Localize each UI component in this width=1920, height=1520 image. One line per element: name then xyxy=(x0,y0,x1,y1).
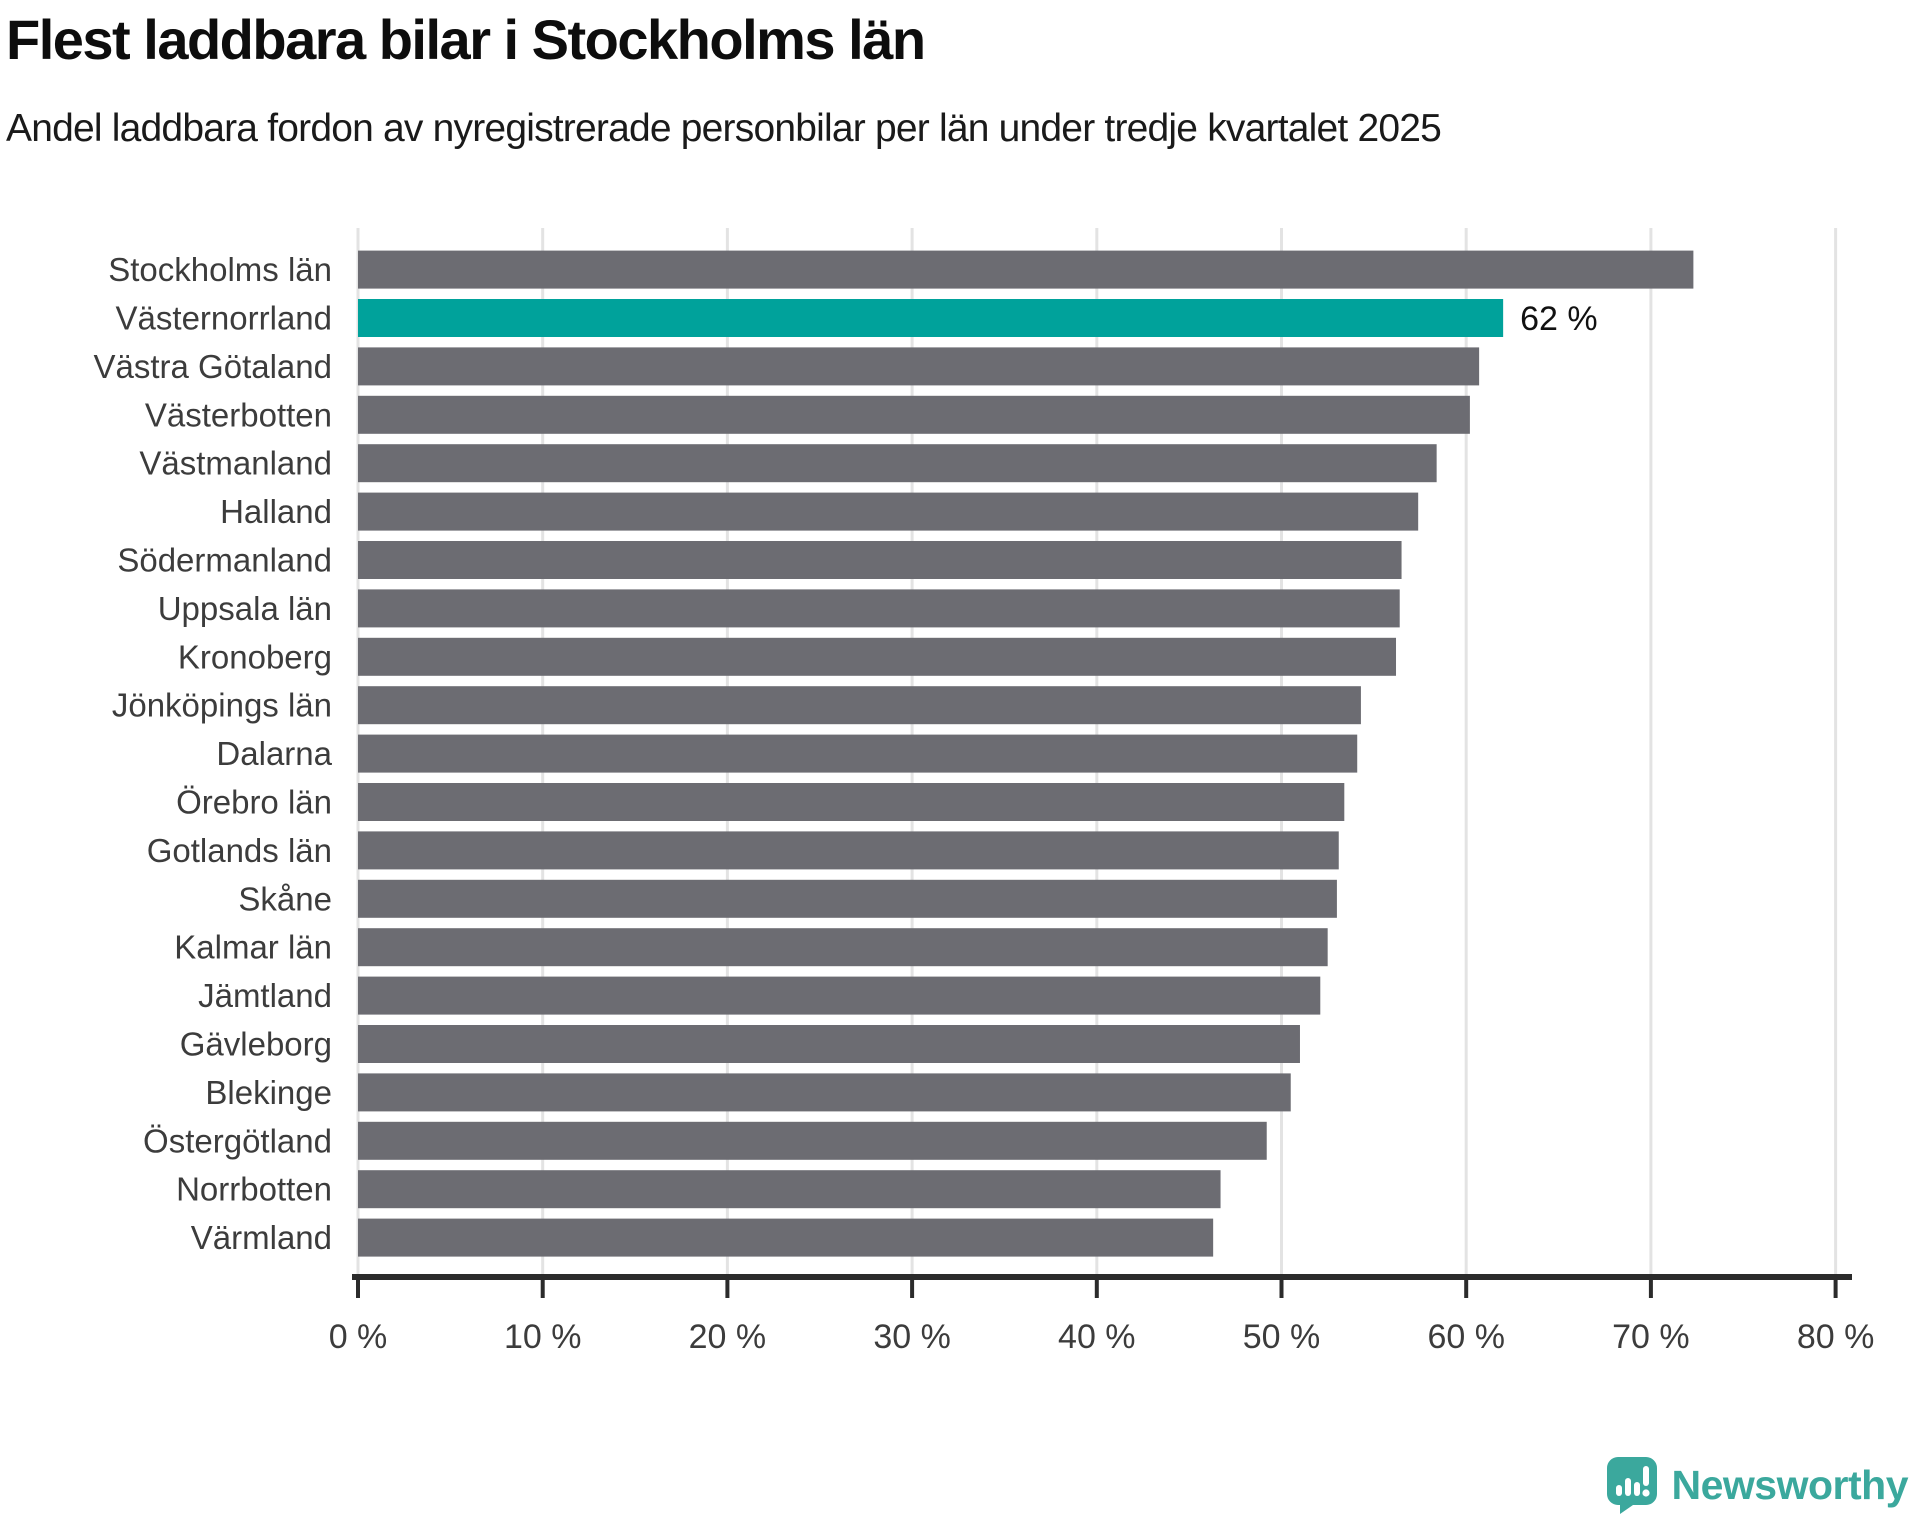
bar xyxy=(358,1218,1214,1257)
category-label: Gotlands län xyxy=(147,832,332,869)
page-subtitle: Andel laddbara fordon av nyregistrerade … xyxy=(6,107,1442,151)
page-title: Flest laddbara bilar i Stockholms län xyxy=(6,8,926,71)
category-label: Gävleborg xyxy=(180,1026,332,1063)
bar xyxy=(358,783,1345,821)
category-label: Jönköpings län xyxy=(112,687,332,724)
category-label: Örebro län xyxy=(176,784,332,821)
bar xyxy=(358,928,1328,967)
bar xyxy=(358,250,1694,289)
bar xyxy=(358,831,1339,870)
x-tick-label: 10 % xyxy=(504,1318,582,1356)
category-label: Halland xyxy=(220,493,332,530)
category-label: Västerbotten xyxy=(145,396,332,433)
category-label: Stockholms län xyxy=(108,251,332,288)
chart-header: Flest laddbara bilar i Stockholms län An… xyxy=(6,8,1906,153)
bar-highlighted xyxy=(358,299,1504,337)
newsworthy-wordmark: Newsworthy xyxy=(1671,1462,1909,1508)
category-label: Blekinge xyxy=(205,1074,332,1111)
category-label: Jämtland xyxy=(198,977,332,1014)
x-tick-label: 20 % xyxy=(689,1318,767,1356)
newsworthy-branding: Newsworthy xyxy=(1606,1457,1909,1514)
bar xyxy=(358,1121,1267,1160)
category-label: Östergötland xyxy=(143,1122,332,1159)
category-label: Västra Götaland xyxy=(94,348,332,385)
bar xyxy=(358,879,1337,918)
bar xyxy=(358,589,1400,628)
bar xyxy=(358,444,1437,483)
bar xyxy=(358,541,1402,579)
x-tick-label: 40 % xyxy=(1058,1318,1136,1356)
bar xyxy=(358,637,1397,676)
category-label: Kronoberg xyxy=(178,638,332,675)
category-label: Skåne xyxy=(238,880,332,917)
category-label: Värmland xyxy=(191,1219,332,1256)
x-tick-label: 50 % xyxy=(1243,1318,1321,1356)
x-tick-label: 0 % xyxy=(329,1318,388,1356)
bar xyxy=(358,1170,1221,1209)
x-tick-label: 80 % xyxy=(1797,1318,1875,1356)
category-label: Södermanland xyxy=(117,542,332,579)
bar xyxy=(358,395,1470,434)
bar xyxy=(358,492,1419,531)
bar xyxy=(358,686,1361,725)
value-annotation: 62 % xyxy=(1520,300,1598,338)
bar xyxy=(358,976,1321,1015)
category-label: Västernorrland xyxy=(116,300,332,337)
x-tick-label: 60 % xyxy=(1427,1318,1505,1356)
bar xyxy=(358,347,1480,386)
category-label: Dalarna xyxy=(216,735,332,772)
bar xyxy=(358,1025,1300,1063)
bar xyxy=(358,1073,1291,1112)
x-tick-label: 30 % xyxy=(873,1318,951,1356)
category-label: Kalmar län xyxy=(174,929,332,966)
category-label: Västmanland xyxy=(139,445,332,482)
category-label: Uppsala län xyxy=(158,590,332,627)
bar xyxy=(358,734,1358,773)
x-tick-label: 70 % xyxy=(1612,1318,1690,1356)
newsworthy-logo-icon xyxy=(1606,1457,1657,1514)
category-label: Norrbotten xyxy=(176,1171,332,1208)
